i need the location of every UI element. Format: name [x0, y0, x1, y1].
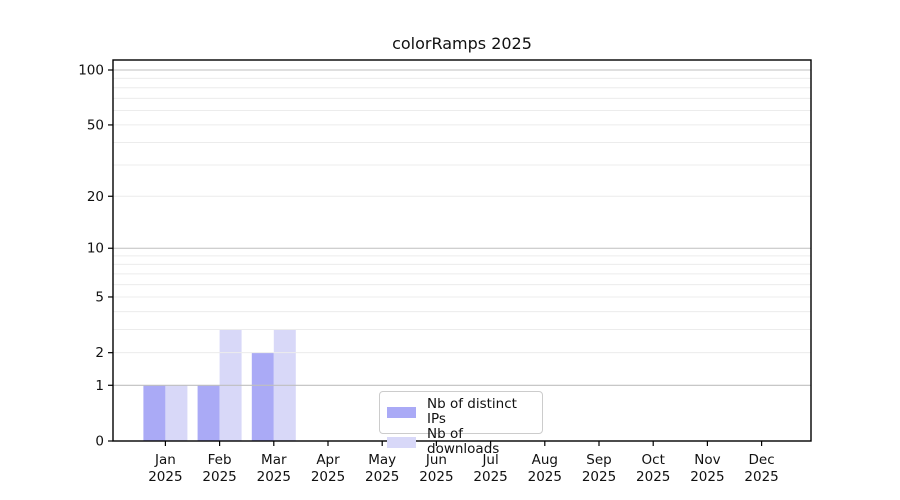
legend-swatch-downloads	[387, 436, 416, 448]
y-tick-label: 5	[95, 289, 104, 305]
y-tick-label: 2	[95, 345, 104, 361]
x-tick-label-month: Aug	[532, 452, 558, 468]
x-tick-label-month: Mar	[261, 452, 287, 468]
bar-distinct-ips-mar	[251, 352, 274, 441]
y-tick-label: 10	[87, 241, 104, 257]
y-tick-label: 20	[87, 189, 104, 205]
x-tick-label-year: 2025	[473, 469, 507, 485]
x-tick-label-year: 2025	[311, 469, 345, 485]
bar-distinct-ips-feb	[197, 385, 220, 441]
legend-label-distinct-ips: Nb of distinct IPs	[427, 396, 517, 427]
x-tick-label-month: Nov	[694, 452, 720, 468]
bar-downloads-jan	[165, 385, 188, 441]
y-tick-label: 1	[95, 378, 104, 394]
x-tick-label-year: 2025	[528, 469, 562, 485]
x-tick-label-year: 2025	[636, 469, 670, 485]
x-tick-label-month: Apr	[316, 452, 340, 468]
x-tick-label-month: May	[368, 452, 396, 468]
x-tick-label-month: Feb	[208, 452, 232, 468]
legend-row-distinct-ips: Nb of distinct IPs	[387, 397, 534, 427]
x-tick-label-year: 2025	[582, 469, 616, 485]
plot-border	[112, 59, 812, 442]
chart-title: colorRamps 2025	[392, 34, 532, 53]
x-tick-label-year: 2025	[744, 469, 778, 485]
x-tick-label-month: Jul	[481, 452, 498, 468]
legend-label-downloads: Nb of downloads	[427, 426, 500, 457]
x-tick-label-month: Jun	[425, 452, 447, 468]
x-tick-label-year: 2025	[148, 469, 182, 485]
x-tick-label-year: 2025	[690, 469, 724, 485]
x-tick-label-year: 2025	[202, 469, 236, 485]
x-tick-label-year: 2025	[419, 469, 453, 485]
y-tick-label: 50	[87, 117, 104, 133]
x-tick-label-year: 2025	[365, 469, 399, 485]
x-tick-label-month: Dec	[749, 452, 775, 468]
legend: Nb of distinct IPs Nb of downloads	[379, 391, 543, 457]
legend-swatch-distinct-ips	[387, 406, 416, 418]
x-tick-label-month: Jan	[154, 452, 176, 468]
x-tick-label-month: Oct	[642, 452, 665, 468]
legend-row-downloads: Nb of downloads	[387, 427, 534, 457]
x-tick-label-year: 2025	[257, 469, 291, 485]
bar-distinct-ips-jan	[143, 385, 166, 441]
x-tick-label-month: Sep	[586, 452, 611, 468]
y-tick-label: 0	[95, 434, 104, 450]
y-tick-label: 100	[78, 63, 104, 79]
